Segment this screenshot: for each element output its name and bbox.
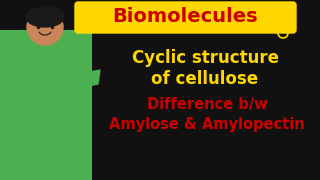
Ellipse shape — [27, 9, 63, 45]
Text: of cellulose: of cellulose — [151, 70, 259, 88]
Text: Cyclic structure: Cyclic structure — [132, 49, 278, 67]
Polygon shape — [48, 70, 100, 94]
Text: Amylose & Amylopectin: Amylose & Amylopectin — [109, 118, 305, 132]
Ellipse shape — [26, 7, 64, 27]
FancyBboxPatch shape — [75, 2, 296, 33]
Text: Difference b/w: Difference b/w — [147, 96, 268, 111]
FancyBboxPatch shape — [0, 30, 92, 180]
Text: Biomolecules: Biomolecules — [112, 8, 258, 26]
